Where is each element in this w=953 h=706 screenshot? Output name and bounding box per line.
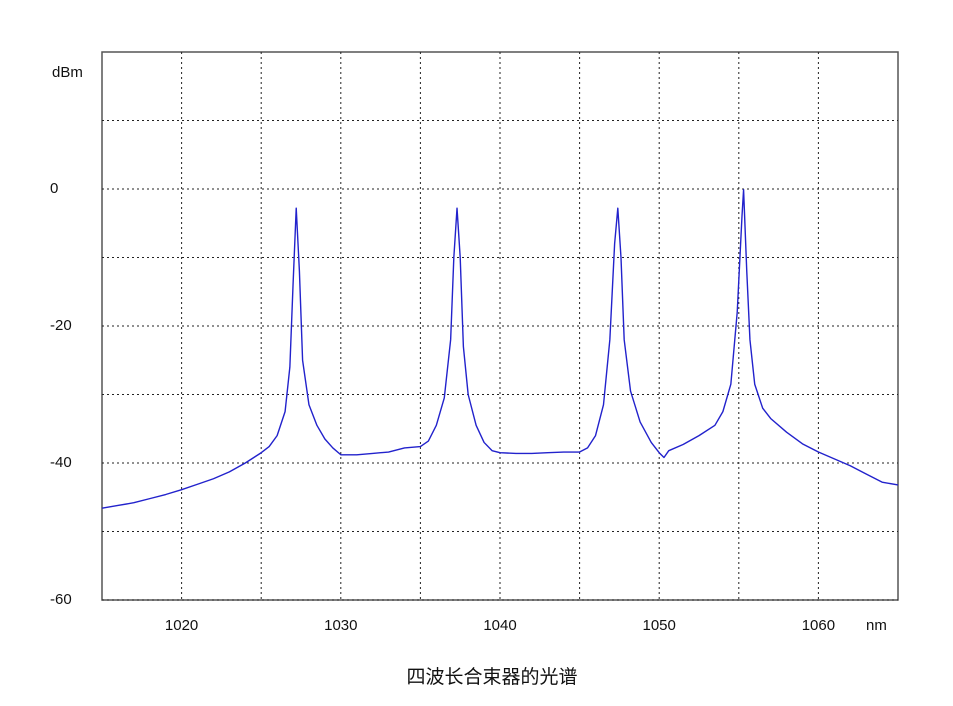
x-tick-label: 1060 [802, 617, 835, 634]
chart-caption: 四波长合束器的光谱 [406, 666, 577, 688]
y-tick-label: -60 [50, 591, 72, 608]
spectrum-line [101, 188, 899, 509]
x-tick-label: 1040 [483, 617, 516, 634]
y-tick-label: 0 [50, 180, 58, 197]
x-tick-label: 1030 [324, 617, 357, 634]
y-tick-label: -40 [50, 454, 72, 471]
x-tick-label: 1020 [165, 617, 198, 634]
y-axis-label: dBm [52, 64, 83, 81]
x-axis-label: nm [866, 617, 887, 634]
y-tick-label: -20 [50, 317, 72, 334]
x-tick-label: 1050 [643, 617, 676, 634]
